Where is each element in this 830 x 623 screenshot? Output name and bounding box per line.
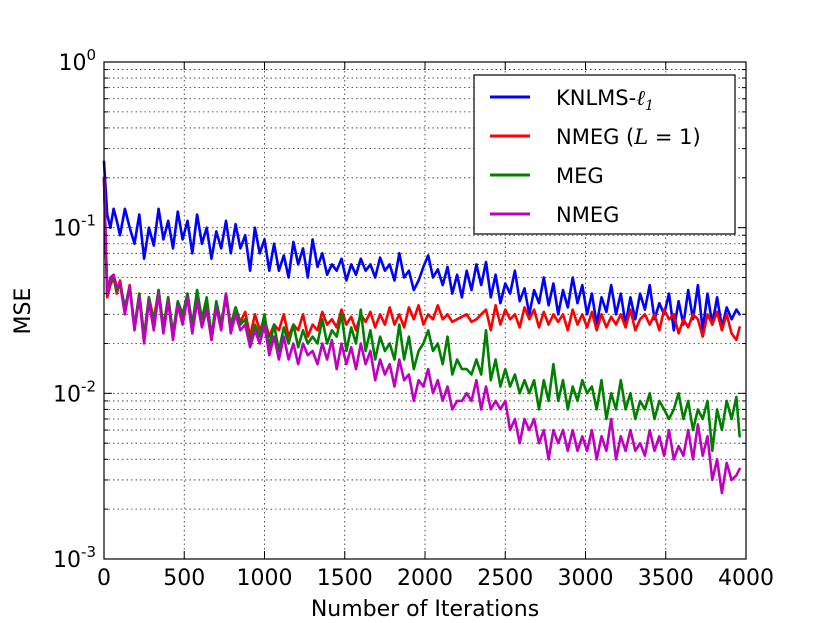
x-tick-label: 1000 [237, 566, 293, 591]
series-line-meg [102, 176, 741, 453]
x-tick-label: 4000 [718, 566, 774, 591]
x-tick-label: 2000 [397, 566, 453, 591]
legend-box [473, 74, 736, 235]
y-tick-label: 100 [58, 46, 96, 76]
x-tick-label: 0 [97, 566, 111, 591]
series-line-knlms [102, 160, 741, 332]
x-tick-labels: 0 500 1000 1500 2000 2500 3000 3500 4000 [97, 566, 774, 591]
legend-label: MEG [556, 164, 604, 188]
x-axis-label: Number of Iterations [311, 597, 539, 622]
legend: KNLMS-ℓ1 NMEG (L = 1) MEG NMEG [473, 74, 736, 235]
y-axis-label: MSE [11, 288, 36, 335]
legend-label: NMEG (L = 1) [556, 125, 701, 149]
y-tick-label: 10-2 [53, 377, 96, 407]
x-tick-label: 3000 [558, 566, 614, 591]
series-line-nmeg [102, 176, 741, 495]
x-tick-label: 2500 [477, 566, 533, 591]
x-tick-label: 1500 [317, 566, 373, 591]
legend-label: NMEG [556, 203, 619, 227]
x-tick-label: 500 [163, 566, 205, 591]
ticks [103, 61, 747, 560]
x-tick-label: 3500 [638, 566, 694, 591]
y-tick-labels: 10-3 10-2 10-1 100 [53, 46, 96, 573]
series-layer [102, 160, 741, 495]
y-tick-label: 10-3 [53, 543, 96, 573]
y-tick-label: 10-1 [53, 212, 96, 242]
legend-label: KNLMS-ℓ1 [556, 86, 654, 114]
